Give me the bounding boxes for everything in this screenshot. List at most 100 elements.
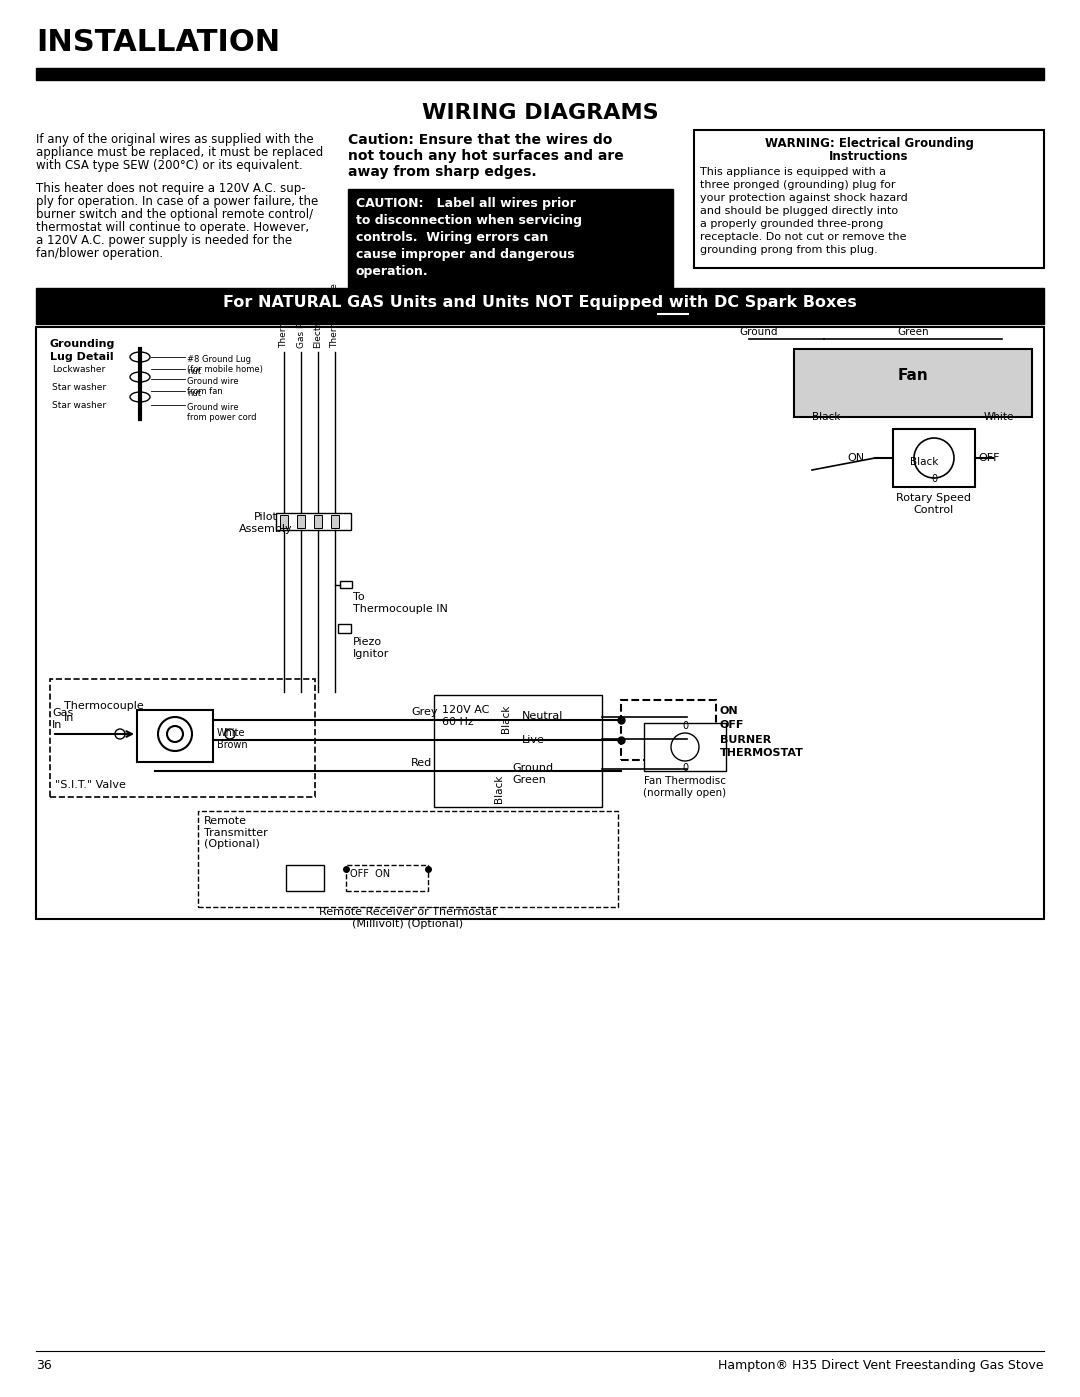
Bar — [794, 349, 1032, 416]
Text: Ground: Ground — [739, 327, 778, 337]
Text: with CSA type SEW (200°C) or its equivalent.: with CSA type SEW (200°C) or its equival… — [36, 159, 302, 172]
Text: Rotary Speed
Control: Rotary Speed Control — [896, 493, 972, 514]
Text: Live: Live — [522, 735, 545, 745]
Bar — [286, 865, 324, 891]
Text: Ground wire
from fan: Ground wire from fan — [187, 377, 239, 397]
Text: a 120V A.C. power supply is needed for the: a 120V A.C. power supply is needed for t… — [36, 235, 292, 247]
Bar — [280, 515, 288, 528]
Text: to disconnection when servicing: to disconnection when servicing — [356, 214, 582, 226]
Text: Caution: Ensure that the wires do: Caution: Ensure that the wires do — [348, 133, 612, 147]
Text: This appliance is equipped with a: This appliance is equipped with a — [700, 168, 886, 177]
Text: nut: nut — [187, 388, 201, 398]
Text: Grounding: Grounding — [50, 339, 116, 349]
Text: Black: Black — [909, 457, 939, 467]
Text: CAUTION:   Label all wires prior: CAUTION: Label all wires prior — [356, 197, 576, 210]
Text: THERMOSTAT: THERMOSTAT — [720, 747, 804, 759]
Text: INSTALLATION: INSTALLATION — [36, 28, 280, 57]
Text: three pronged (grounding) plug for: three pronged (grounding) plug for — [700, 180, 895, 190]
Bar — [694, 130, 1044, 268]
Text: Thermocouple
In: Thermocouple In — [64, 701, 144, 722]
Text: Fan: Fan — [897, 367, 929, 383]
Text: 36: 36 — [36, 1359, 52, 1372]
Text: thermostat will continue to operate. However,: thermostat will continue to operate. How… — [36, 221, 309, 235]
Bar — [621, 700, 716, 760]
Bar — [36, 68, 1044, 80]
Text: OFF  ON: OFF ON — [350, 869, 390, 879]
Text: Lockwasher: Lockwasher — [52, 365, 105, 374]
Text: ON: ON — [720, 705, 739, 717]
Text: and should be plugged directly into: and should be plugged directly into — [700, 205, 899, 217]
Text: controls.  Wiring errors can: controls. Wiring errors can — [356, 231, 549, 244]
Text: Fan Thermodisc
(normally open): Fan Thermodisc (normally open) — [644, 775, 727, 798]
Text: Pilot
Assembly: Pilot Assembly — [239, 511, 293, 534]
Text: Star washer: Star washer — [52, 383, 106, 393]
Bar — [348, 189, 673, 286]
Bar — [36, 288, 1044, 324]
Text: Brown: Brown — [217, 740, 247, 750]
Text: Thermocouple: Thermocouple — [330, 284, 339, 348]
Text: fan/blower operation.: fan/blower operation. — [36, 247, 163, 260]
Bar — [644, 724, 726, 771]
Text: Gas Pilot: Gas Pilot — [297, 309, 306, 348]
Text: ply for operation. In case of a power failure, the: ply for operation. In case of a power fa… — [36, 196, 319, 208]
Text: operation.: operation. — [356, 265, 429, 278]
Text: Lug Detail: Lug Detail — [50, 352, 113, 362]
Text: Remote Receiver or Thermostat
(Millivolt) (Optional): Remote Receiver or Thermostat (Millivolt… — [320, 907, 497, 929]
Text: receptacle. Do not cut or remove the: receptacle. Do not cut or remove the — [700, 232, 906, 242]
Text: #8 Ground Lug
(for mobile home): #8 Ground Lug (for mobile home) — [187, 355, 262, 374]
Text: 0: 0 — [681, 721, 688, 731]
Bar — [340, 581, 352, 588]
Text: Neutral: Neutral — [522, 711, 564, 721]
Text: your protection against shock hazard: your protection against shock hazard — [700, 193, 908, 203]
Bar — [198, 812, 618, 907]
Text: Remote
Transmitter
(Optional): Remote Transmitter (Optional) — [204, 816, 268, 849]
Text: Piezo
Ignitor: Piezo Ignitor — [353, 637, 390, 658]
Bar — [314, 515, 322, 528]
Text: Ground
Green: Ground Green — [512, 763, 553, 785]
Text: WIRING DIAGRAMS: WIRING DIAGRAMS — [421, 103, 659, 123]
Text: OFF: OFF — [978, 453, 999, 462]
Text: ON: ON — [848, 453, 865, 462]
Bar — [346, 865, 428, 891]
Text: 120V AC
60 Hz: 120V AC 60 Hz — [442, 705, 489, 726]
Text: Red: Red — [411, 759, 432, 768]
Ellipse shape — [130, 352, 150, 362]
Text: To
Thermocouple IN: To Thermocouple IN — [353, 592, 448, 613]
Text: For NATURAL GAS Units and Units NOT Equipped with DC Spark Boxes: For NATURAL GAS Units and Units NOT Equi… — [224, 295, 856, 310]
Text: Hampton® H35 Direct Vent Freestanding Gas Stove: Hampton® H35 Direct Vent Freestanding Ga… — [718, 1359, 1044, 1372]
Text: Black: Black — [812, 412, 840, 422]
Text: burner switch and the optional remote control/: burner switch and the optional remote co… — [36, 208, 313, 221]
Bar — [330, 515, 339, 528]
Text: Green: Green — [897, 327, 929, 337]
Text: cause improper and dangerous: cause improper and dangerous — [356, 249, 575, 261]
Text: Instructions: Instructions — [829, 149, 908, 163]
Bar — [893, 429, 975, 488]
Bar — [137, 710, 213, 761]
Text: OFF: OFF — [720, 719, 744, 731]
Text: 0: 0 — [931, 474, 937, 483]
Bar — [297, 515, 305, 528]
Text: BURNER: BURNER — [720, 735, 771, 745]
Text: White: White — [984, 412, 1014, 422]
Text: Electrode: Electrode — [313, 305, 323, 348]
Bar — [434, 694, 602, 807]
Text: WARNING: Electrical Grounding: WARNING: Electrical Grounding — [765, 137, 973, 149]
Bar — [276, 513, 351, 529]
Text: nut: nut — [187, 367, 201, 376]
Text: grounding prong from this plug.: grounding prong from this plug. — [700, 244, 878, 256]
Text: This heater does not require a 120V A.C. sup-: This heater does not require a 120V A.C.… — [36, 182, 306, 196]
Bar — [36, 327, 1044, 919]
Ellipse shape — [130, 372, 150, 381]
Text: not touch any hot surfaces and are: not touch any hot surfaces and are — [348, 149, 624, 163]
Text: Thermopile: Thermopile — [280, 296, 288, 348]
Text: Black: Black — [494, 775, 504, 803]
Text: Grey: Grey — [411, 707, 437, 717]
Text: Black: Black — [501, 705, 511, 733]
Text: Gas
In: Gas In — [52, 708, 73, 731]
Text: "S.I.T." Valve: "S.I.T." Valve — [55, 780, 126, 789]
Text: appliance must be replaced, it must be replaced: appliance must be replaced, it must be r… — [36, 147, 323, 159]
Text: If any of the original wires as supplied with the: If any of the original wires as supplied… — [36, 133, 313, 147]
Text: 0: 0 — [681, 763, 688, 773]
Bar — [338, 624, 351, 633]
Ellipse shape — [130, 393, 150, 402]
